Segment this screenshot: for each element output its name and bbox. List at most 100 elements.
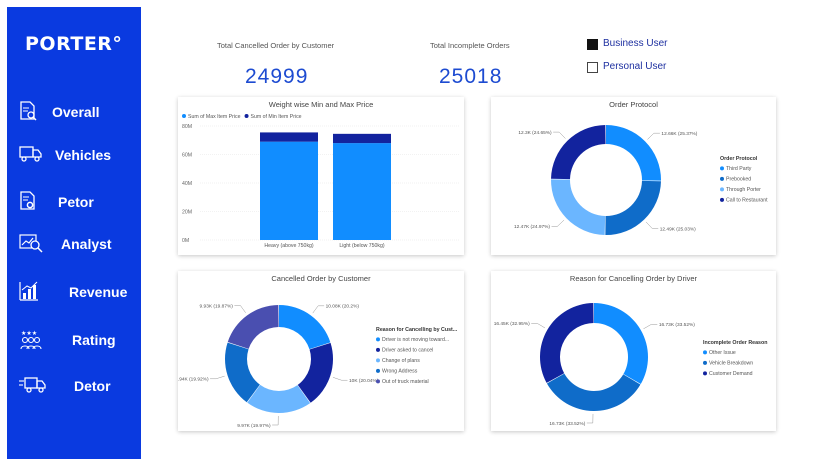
donut-slice-0[interactable]: [279, 305, 331, 350]
sidebar-item-detor[interactable]: Detor: [19, 373, 141, 399]
sidebar-item-label: Analyst: [61, 236, 112, 252]
sidebar-item-vehicles[interactable]: Vehicles: [19, 142, 141, 168]
bar-max-0[interactable]: [260, 141, 318, 240]
delivery-truck-icon: [19, 377, 46, 393]
legend-item[interactable]: Vehicle Breakdown: [709, 361, 753, 367]
data-label: 9.94K (19.92%): [178, 377, 209, 383]
data-label: 16.45K (32.95%): [494, 321, 530, 327]
donut-slice-0[interactable]: [606, 125, 661, 181]
label-leader-line: [210, 375, 225, 380]
legend-item[interactable]: Customer Demand: [709, 371, 753, 377]
sidebar-item-revenue[interactable]: Revenue: [19, 279, 141, 305]
data-label: 12.66K (25.37%): [661, 131, 697, 137]
data-label: 9.93K (19.87%): [200, 303, 234, 309]
card-order-protocol: Order Protocol 12.66K (25.37%) 12.49K (25…: [491, 97, 776, 255]
sidebar-item-label: Detor: [74, 378, 111, 394]
donut-slice-2[interactable]: [247, 384, 311, 413]
data-label: 12.3K (24.65%): [518, 130, 552, 136]
legend-marker: [376, 379, 380, 384]
legend-marker: [720, 166, 724, 171]
card-weight-price: Weight wise Min and Max Price Sum of Max…: [178, 97, 464, 255]
y-tick-label: 60M: [182, 153, 192, 159]
legend-marker: [182, 114, 186, 118]
sidebar-item-label: Overall: [52, 104, 100, 120]
kpi-cancelled-value: 24999: [245, 65, 309, 88]
y-tick-label: 20M: [182, 210, 192, 216]
donut-slice-3[interactable]: [551, 125, 606, 180]
legend-item[interactable]: Out of truck material: [382, 379, 429, 385]
bar-chart: Sum of Max Item Price Sum of Min Item Pri…: [182, 114, 460, 249]
sidebar-item-petor[interactable]: Petor: [19, 189, 141, 215]
checkbox-personal-user[interactable]: [587, 62, 598, 73]
legend-marker: [376, 358, 380, 363]
legend-marker: [376, 337, 380, 342]
bar-min-1[interactable]: [333, 133, 391, 144]
chart-title: Cancelled Order by Customer: [271, 274, 371, 283]
truck-icon: [19, 146, 42, 162]
brand-logo: PORTER°: [25, 33, 123, 55]
data-label: 12.49K (25.03%): [660, 226, 696, 232]
kpi-cancelled-label: Total Cancelled Order by Customer: [217, 41, 335, 50]
sidebar-item-label: Rating: [72, 332, 116, 348]
legend-title: Incomplete Order Reason: [703, 340, 767, 346]
sidebar: PORTER° Overall Vehicles Petor: [7, 7, 141, 459]
sidebar-item-rating[interactable]: ★★★ Rating: [19, 327, 141, 353]
donut-slice-1[interactable]: [605, 180, 661, 235]
slicer-label: Personal User: [603, 61, 667, 72]
document-search-icon: [20, 101, 37, 121]
donut-slice-2[interactable]: [540, 303, 594, 383]
card-cancelled-by-customer: Cancelled Order by Customer 10.08K (20.2…: [178, 271, 464, 431]
x-tick-label: Light (below 750kg): [339, 243, 385, 249]
donut-slice-3[interactable]: [225, 342, 260, 403]
legend-item[interactable]: Wrong Address: [382, 369, 418, 375]
data-label: 12.47K (24.97%): [514, 224, 550, 230]
card-cancel-by-driver: Reason for Cancelling Order by Driver 16…: [491, 271, 776, 431]
label-leader-line: [645, 221, 659, 229]
label-leader-line: [272, 415, 279, 426]
legend-title: Order Protocol: [720, 156, 758, 162]
bar-chart-icon: [19, 281, 38, 301]
sidebar-item-label: Petor: [58, 194, 94, 210]
bar-max-1[interactable]: [333, 143, 391, 240]
x-tick-label: Heavy (above 750kg): [264, 243, 314, 249]
legend-item[interactable]: Driver is not moving toward...: [382, 337, 449, 343]
legend-item[interactable]: Other Issue: [709, 350, 736, 356]
label-leader-line: [647, 132, 660, 140]
legend-marker: [376, 368, 380, 373]
y-tick-label: 0M: [182, 238, 189, 244]
donut-slice-0[interactable]: [594, 303, 648, 384]
legend-marker: [244, 114, 249, 118]
sidebar-item-analyst[interactable]: Analyst: [19, 231, 141, 257]
bar-min-0[interactable]: [260, 132, 318, 142]
donut-slice-2[interactable]: [551, 179, 606, 235]
donut-slice-4[interactable]: [227, 305, 279, 349]
legend-marker: [703, 371, 707, 376]
y-tick-label: 80M: [182, 124, 192, 130]
legend-item[interactable]: Through Porter: [726, 187, 761, 193]
donut-chart-cancel-driver: 16.73K (33.52%) 16.73K (33.52%) 16.45K (32…: [494, 303, 767, 427]
data-label: 16.73K (33.52%): [659, 322, 695, 328]
legend-marker: [376, 347, 380, 352]
sidebar-item-label: Vehicles: [55, 147, 112, 163]
donut-slice-1[interactable]: [546, 373, 641, 411]
donut-slice-1[interactable]: [297, 342, 333, 403]
legend-item[interactable]: Third Party: [726, 166, 752, 172]
data-label: 9.97K (19.97%): [237, 423, 271, 429]
label-leader-line: [553, 131, 566, 139]
checkbox-business-user[interactable]: [587, 39, 598, 50]
donut-chart-cancel-customer: 10.08K (20.2%) 10K (20.04%) 9.97K (19.97%)…: [178, 303, 458, 429]
legend-item[interactable]: Prebooked: [726, 177, 751, 183]
legend-item[interactable]: Call to Restaurant: [726, 198, 768, 204]
label-leader-line: [643, 324, 658, 330]
label-leader-line: [234, 305, 246, 313]
kpi-incomplete-label: Total Incomplete Orders: [430, 41, 510, 50]
people-stars-icon: ★★★: [20, 330, 42, 350]
sidebar-item-overall[interactable]: Overall: [19, 99, 141, 125]
legend-marker: [720, 187, 724, 192]
legend-item[interactable]: Change of plans: [382, 358, 420, 364]
slicer-label: Business User: [603, 38, 668, 49]
y-tick-label: 40M: [182, 181, 192, 187]
legend-title: Reason for Cancelling by Cust...: [376, 327, 458, 333]
legend-item[interactable]: Driver asked to cancel: [382, 348, 433, 354]
chart-title: Order Protocol: [609, 100, 658, 109]
